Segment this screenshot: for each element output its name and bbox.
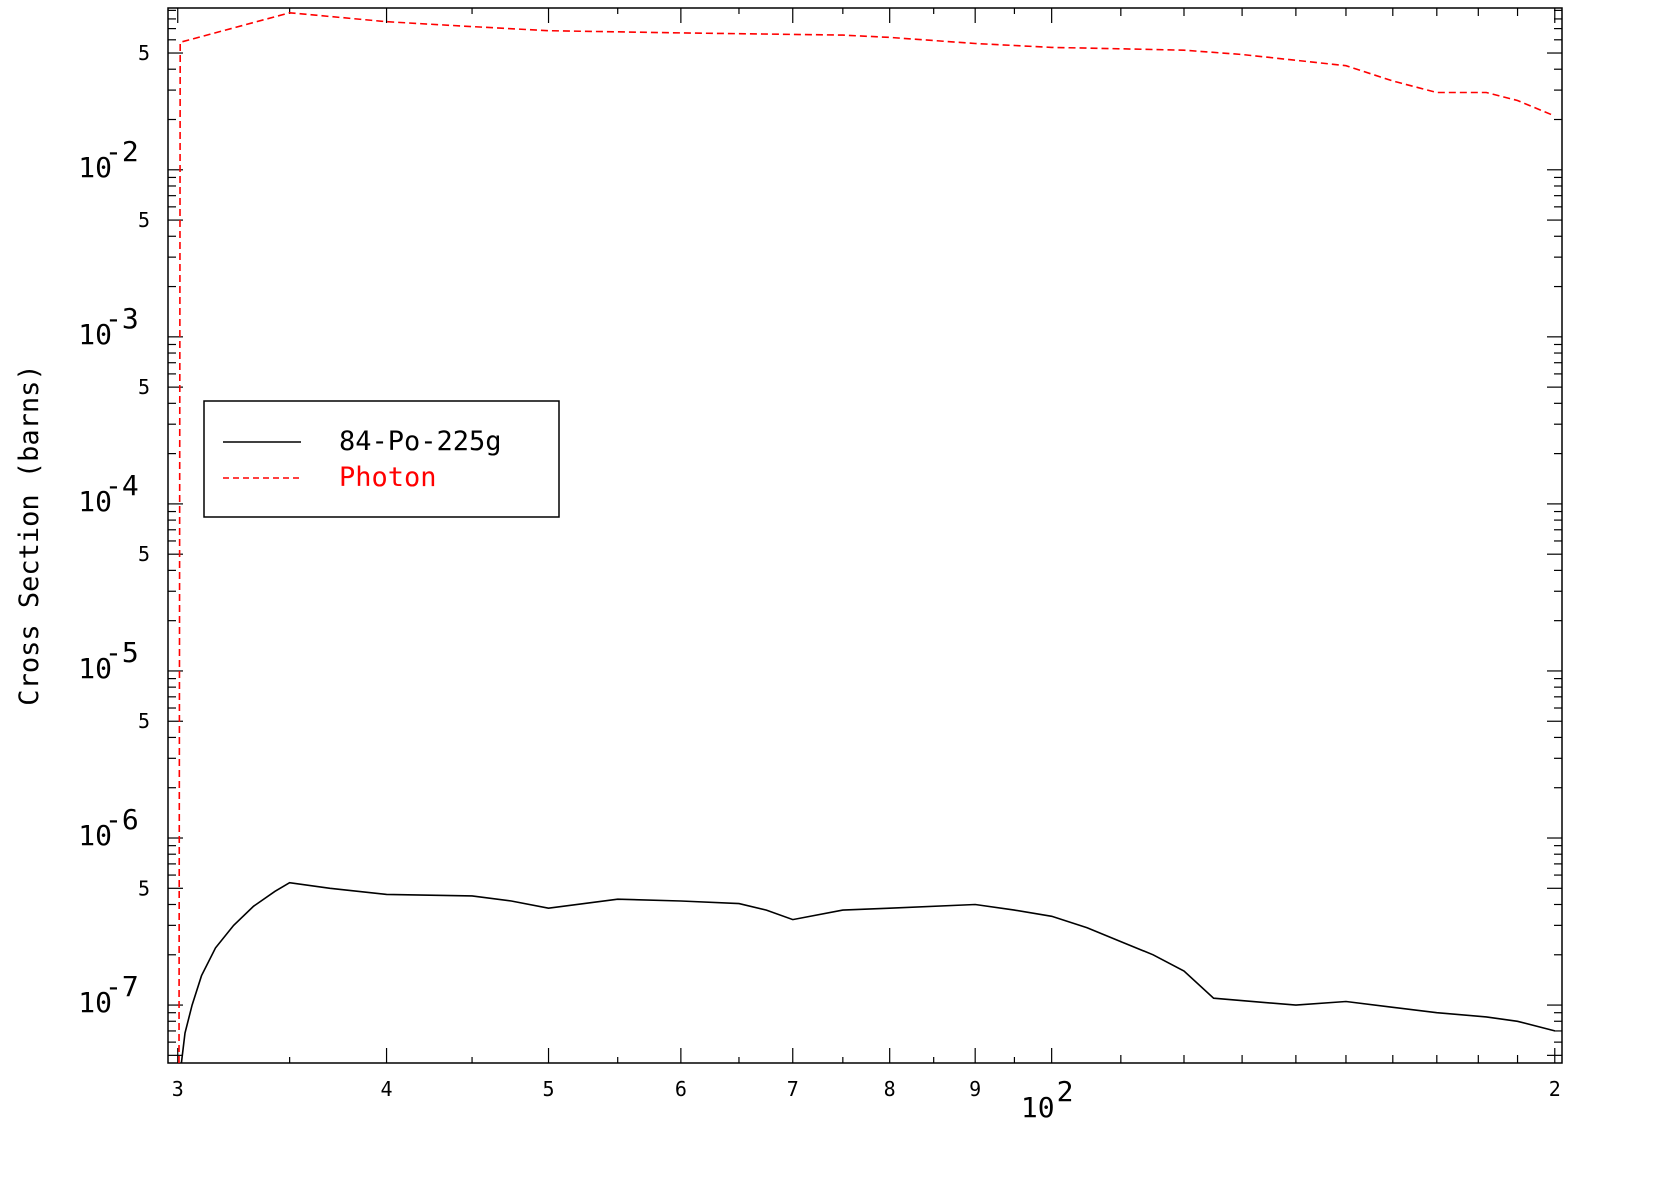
- axis-ticks: [168, 8, 1562, 1063]
- y-decade-label-exp: -7: [105, 970, 139, 1003]
- x-tick-labels: 3 4 5 6 7 8 9 210 2: [172, 1075, 1561, 1124]
- y-minor-label: 5: [138, 375, 150, 399]
- y-minor-label: 5: [138, 542, 150, 566]
- x-tick-label-8: 8: [884, 1077, 896, 1101]
- series-lines: [178, 11, 1556, 1064]
- x-decade-label-exp: 2: [1057, 1075, 1074, 1108]
- x-tick-label-4: 4: [381, 1077, 393, 1101]
- x-tick-label-9: 9: [969, 1077, 981, 1101]
- y-minor-label: 5: [138, 876, 150, 900]
- y-decade-label-exp: -5: [105, 636, 139, 669]
- y-axis-title: Cross Section (barns): [14, 364, 45, 705]
- series-line-84-po-225g: [180, 881, 1555, 1064]
- y-decade-label-exp: -6: [105, 803, 139, 836]
- x-tick-label-7: 7: [787, 1077, 799, 1101]
- y-decade-label-base: 10: [78, 318, 112, 351]
- y-decade-label-base: 10: [78, 485, 112, 518]
- x-decade-label-base: 10: [1021, 1091, 1055, 1124]
- y-minor-label: 5: [138, 208, 150, 232]
- y-decade-label-base: 10: [78, 652, 112, 685]
- legend-box: [203, 400, 560, 518]
- y-decade-label-exp: -2: [105, 135, 139, 168]
- y-decade-label-base: 10: [78, 986, 112, 1019]
- y-decade-label-base: 10: [78, 819, 112, 852]
- x-tick-label-3: 3: [172, 1077, 184, 1101]
- legend-label-84-po-225g: 84-Po-225g: [339, 426, 502, 457]
- x-tick-label-6: 6: [675, 1077, 687, 1101]
- x-tick-label-5: 5: [543, 1077, 555, 1101]
- series-line-photon: [178, 11, 1556, 1064]
- y-minor-label: 5: [138, 41, 150, 65]
- y-decade-label-exp: -3: [105, 302, 139, 335]
- legend-label-photon: Photon: [339, 462, 437, 493]
- y-decade-label-exp: -4: [105, 469, 139, 502]
- y-minor-label: 5: [138, 709, 150, 733]
- plot-frame: [167, 7, 1563, 1064]
- legend: 84-Po-225g Photon: [203, 400, 560, 518]
- x-tick-label-2: 2: [1549, 1077, 1561, 1101]
- y-decade-label-base: 10: [78, 151, 112, 184]
